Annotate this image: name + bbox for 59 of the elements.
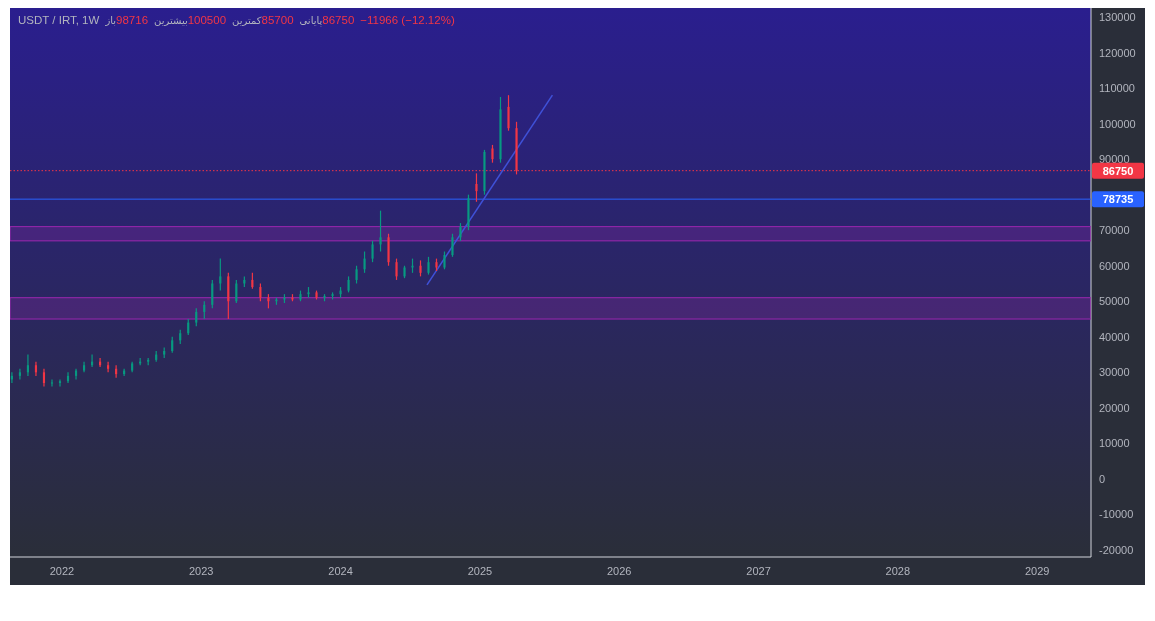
annotation: 86750 [322, 14, 355, 26]
annotation: 100500 [187, 14, 227, 26]
candlestick [475, 172, 478, 203]
candlestick [435, 258, 438, 272]
annotation: 85700 [261, 14, 294, 26]
y-tick-label: 20000 [1099, 401, 1130, 414]
y-tick-label: 70000 [1099, 224, 1130, 237]
candlestick [443, 250, 446, 270]
candlestick [451, 233, 454, 258]
candlestick [355, 265, 358, 285]
x-tick-label: 2026 [606, 565, 632, 577]
y-tick-label: 50000 [1099, 295, 1130, 308]
candlestick [307, 286, 310, 299]
annotation: کمترین [232, 15, 262, 26]
x-tick-label: 2023 [188, 565, 214, 577]
candlestick [347, 275, 350, 293]
x-tick-label: 2029 [1024, 565, 1050, 577]
x-tick-label: 2028 [885, 565, 911, 577]
x-tick-label: 2025 [467, 565, 493, 577]
candlestick [491, 144, 494, 164]
y-tick-label: 110000 [1099, 82, 1135, 95]
ref-line-label: 78735 [1102, 193, 1134, 206]
ref-line-label: 86750 [1102, 164, 1134, 177]
annotation: 98716 [116, 14, 149, 26]
candlestick [331, 291, 334, 301]
annotation: USDT / IRT, 1W [18, 14, 100, 26]
y-tick-label: 0 [1099, 472, 1106, 485]
x-tick-label: 2027 [746, 565, 771, 577]
candlestick [427, 256, 430, 276]
candlestick [483, 149, 486, 196]
y-tick-label: 40000 [1099, 330, 1130, 343]
candlestick [371, 240, 374, 263]
y-tick-label: 120000 [1099, 46, 1136, 59]
candlestick [467, 194, 470, 231]
candlestick [315, 290, 318, 301]
y-tick-label: 60000 [1099, 259, 1130, 272]
y-tick-label: 90000 [1099, 153, 1130, 166]
candlestick [395, 258, 398, 281]
y-tick-label: 10000 [1099, 437, 1130, 450]
annotation: باز [104, 15, 117, 26]
candlestick [299, 290, 302, 302]
candlestick [379, 210, 382, 253]
candlestick [507, 94, 510, 132]
candlestick [411, 258, 414, 274]
x-tick-label: 2022 [49, 565, 75, 577]
y-tick-label: -10000 [1099, 508, 1134, 521]
annotation: −11966 (−12.12%) [360, 14, 455, 26]
y-tick-label: -20000 [1099, 544, 1134, 556]
y-tick-label: 100000 [1099, 117, 1136, 130]
candlestick [275, 297, 278, 306]
y-tick-label: 30000 [1099, 366, 1130, 379]
annotation: بیشترین [154, 15, 188, 26]
y-tick-label: 130000 [1099, 10, 1136, 23]
annotation: پایانی [299, 15, 323, 27]
candlestick [499, 96, 502, 164]
candlestick [387, 233, 390, 267]
x-tick-label: 2024 [328, 565, 353, 577]
candlestick [419, 259, 422, 277]
candlestick [323, 293, 326, 302]
